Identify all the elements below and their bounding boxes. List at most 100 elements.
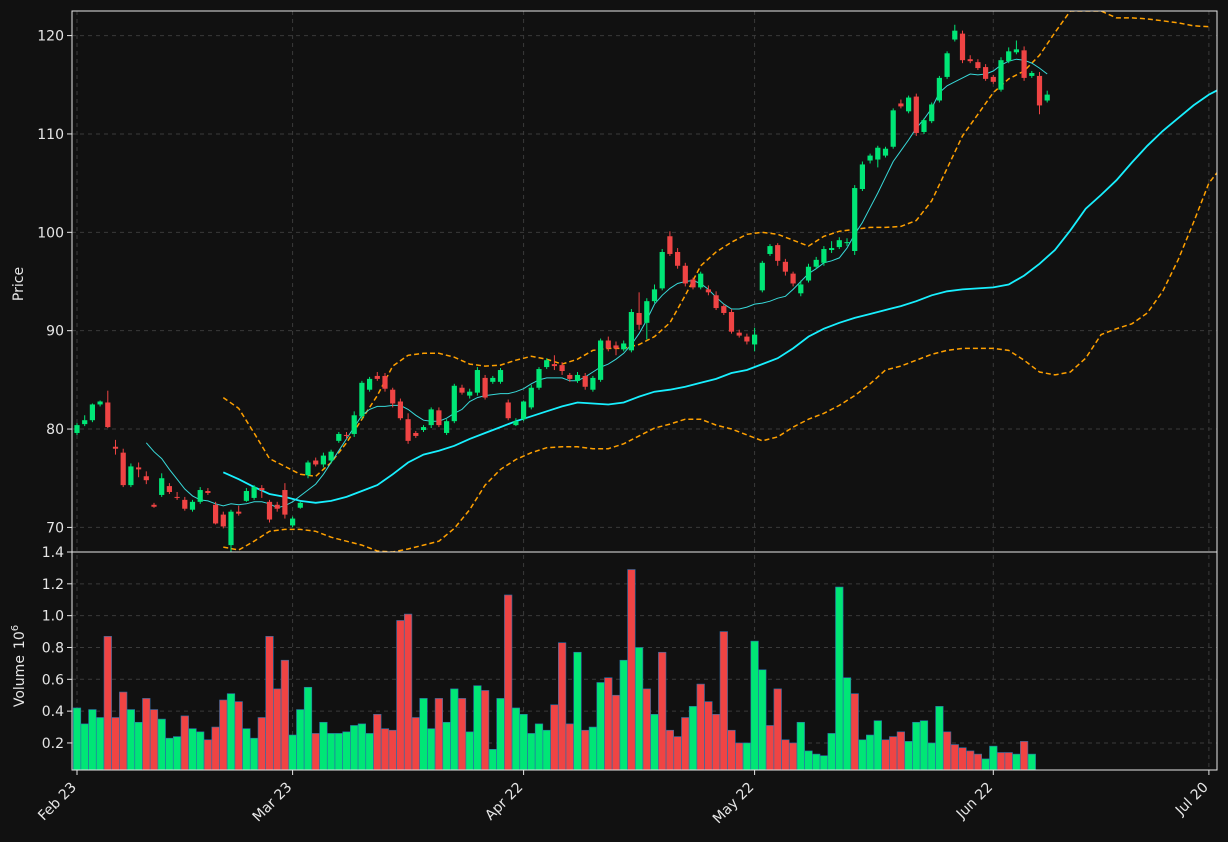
candle-body — [467, 391, 473, 396]
candle-body — [698, 273, 704, 288]
candle-body — [767, 246, 773, 254]
candle-up — [336, 431, 342, 443]
price-tick-label: 80 — [46, 422, 64, 438]
candle-body — [505, 402, 511, 419]
candle-up — [128, 463, 134, 488]
candle-body — [374, 375, 380, 379]
candle-up — [952, 24, 958, 42]
candle-body — [143, 476, 149, 481]
candle-up — [698, 271, 704, 290]
candle-body — [990, 76, 996, 82]
candle-body — [213, 504, 219, 524]
candle-body — [675, 251, 681, 266]
candle-body — [574, 374, 581, 381]
candle-body — [882, 148, 889, 156]
candle-up — [921, 118, 927, 134]
candle-body — [898, 103, 904, 107]
candle-up — [844, 238, 850, 247]
volume-axis-label: Volume 106 — [10, 625, 28, 707]
candle-down — [505, 399, 511, 421]
candle-body — [844, 242, 850, 244]
volume-bar — [142, 698, 151, 771]
volume-bar — [673, 736, 682, 771]
candle-up — [651, 284, 658, 304]
bollinger-bands — [222, 11, 1217, 552]
candle-up — [189, 499, 196, 512]
volume-bar — [889, 736, 898, 771]
candle-body — [659, 251, 665, 289]
candle-down — [413, 431, 419, 438]
volume-bar — [157, 718, 166, 771]
volume-bar — [542, 729, 551, 771]
candle-body — [744, 336, 750, 342]
candle-body — [328, 451, 334, 461]
candle-down — [166, 483, 172, 494]
volume-bar — [581, 729, 590, 771]
volume-bar — [427, 728, 436, 771]
volume-bar — [904, 741, 913, 771]
candle-up — [467, 388, 473, 399]
candle-body — [397, 401, 403, 419]
volume-bar — [819, 755, 828, 771]
candle-body — [305, 462, 311, 476]
candle-up — [451, 383, 457, 424]
candle-up — [598, 338, 604, 382]
volume-bar — [434, 698, 444, 771]
volume-bar — [149, 709, 159, 771]
candle-down — [967, 55, 973, 64]
volume-bar — [565, 723, 574, 771]
candle-down — [551, 355, 557, 371]
volume-bar — [396, 620, 405, 771]
candle-up — [1013, 40, 1019, 55]
volume-bar — [557, 642, 567, 771]
volume-bar — [896, 731, 905, 771]
candle-body — [559, 365, 565, 372]
candle-body — [821, 249, 827, 263]
volume-bar — [1004, 752, 1013, 771]
volume-bar — [319, 721, 328, 771]
candle-body — [551, 364, 557, 367]
candle-body — [1044, 94, 1050, 101]
volume-tick-label: 0.6 — [42, 672, 64, 688]
candle-down — [1021, 46, 1027, 81]
volume-bar — [180, 715, 189, 771]
candle-down — [728, 309, 735, 334]
candle-up — [290, 516, 296, 528]
price-tick-label: 100 — [37, 225, 64, 241]
candle-up — [444, 419, 450, 435]
candle-down — [397, 398, 403, 421]
candle-down — [782, 258, 788, 276]
volume-bar — [188, 728, 197, 771]
candle-body — [667, 236, 673, 254]
volume-bar — [950, 744, 959, 771]
volume-bar — [88, 709, 97, 771]
candle-down — [459, 384, 465, 395]
candle-body — [390, 389, 396, 404]
volume-bar — [1012, 753, 1021, 771]
volume-bar — [850, 693, 859, 771]
volume-bar — [681, 717, 690, 771]
moving-average-fast-line — [145, 58, 1048, 509]
candle-body — [97, 401, 103, 405]
candle-body — [651, 289, 658, 302]
volume-bar — [288, 734, 297, 771]
candle-up — [490, 375, 496, 384]
candle-body — [482, 377, 488, 398]
volume-tick-label: 0.8 — [42, 640, 64, 656]
candle-body — [728, 311, 735, 332]
volume-bar — [219, 699, 228, 771]
candle-body — [967, 59, 973, 62]
candle-up — [521, 400, 527, 422]
volume-bar — [550, 704, 559, 771]
candle-body — [521, 401, 527, 420]
candle-down — [112, 439, 119, 455]
volume-bar — [173, 736, 182, 771]
volume-bar — [265, 636, 274, 771]
candle-body — [120, 452, 126, 486]
volume-bar — [966, 750, 975, 771]
candle-body — [628, 311, 634, 351]
volume-bar — [727, 729, 736, 771]
candle-body — [1029, 72, 1035, 76]
candle-up — [628, 309, 634, 353]
volume-bar — [411, 717, 420, 771]
